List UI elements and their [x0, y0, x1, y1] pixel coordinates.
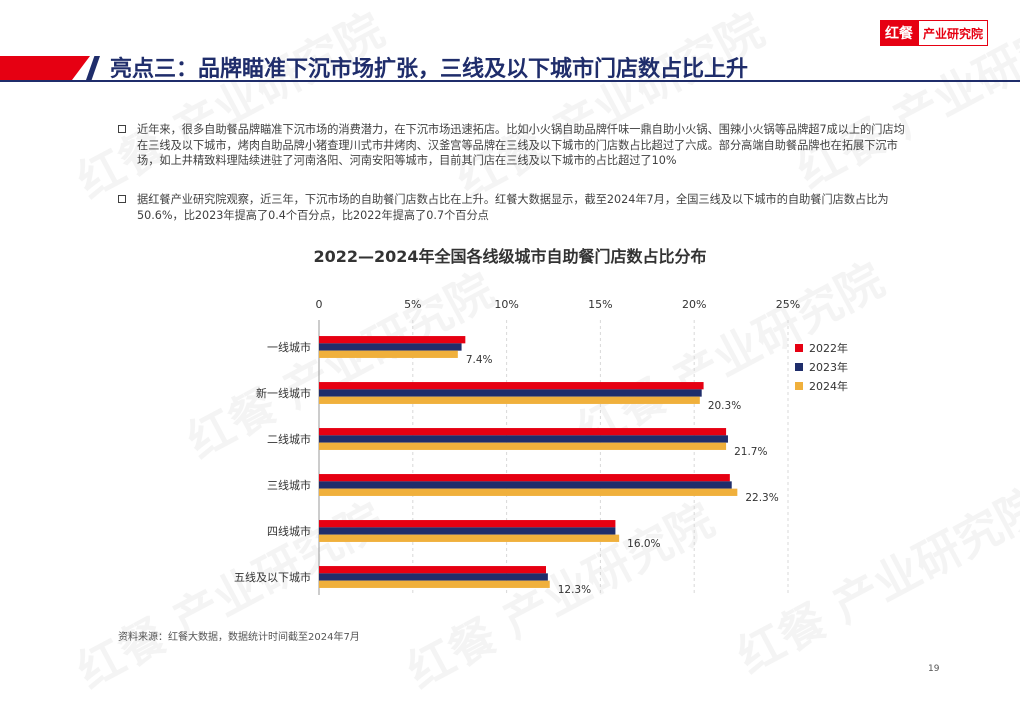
bar-2022年 — [319, 382, 704, 390]
data-label: 21.7% — [734, 446, 767, 458]
legend-item: 2023年 — [795, 357, 848, 376]
brand-logo: 红餐 产业研究院 — [880, 20, 989, 46]
logo-mark: 红餐 — [880, 20, 918, 46]
bar-2022年 — [319, 566, 546, 574]
title-accent-red — [0, 56, 90, 80]
legend-label: 2023年 — [809, 360, 848, 374]
x-tick-label: 10% — [494, 298, 518, 311]
bar-2022年 — [319, 428, 727, 436]
data-label: 20.3% — [708, 400, 741, 412]
watermark: 红餐 产业研究院 — [64, 0, 393, 211]
bar-2022年 — [319, 336, 466, 344]
category-label: 三线城市 — [267, 478, 311, 492]
bullet-text: 近年来，很多自助餐品牌瞄准下沉市场的消费潜力，在下沉市场迅速拓店。比如小火锅自助… — [137, 123, 905, 167]
legend-label: 2022年 — [809, 341, 848, 355]
legend-item: 2024年 — [795, 376, 848, 395]
data-label: 7.4% — [466, 354, 493, 366]
bar-2024年 — [319, 350, 458, 358]
bullet-square-icon — [118, 195, 126, 203]
x-tick-label: 25% — [776, 298, 800, 311]
bullet-paragraph: 近年来，很多自助餐品牌瞄准下沉市场的消费潜力，在下沉市场迅速拓店。比如小火锅自助… — [118, 122, 908, 169]
data-label: 16.0% — [627, 538, 660, 550]
legend-swatch — [795, 343, 803, 352]
legend-item: 2022年 — [795, 338, 848, 357]
source-note: 资料来源：红餐大数据，数据统计时间截至2024年7月 — [118, 632, 360, 643]
bar-2023年 — [319, 481, 732, 489]
legend-swatch — [795, 362, 803, 371]
bar-2022年 — [319, 474, 730, 482]
bullet-square-icon — [118, 125, 126, 133]
watermark: 红餐 产业研究院 — [444, 0, 773, 211]
bar-2023年 — [319, 527, 616, 535]
title-accent-navy — [86, 56, 100, 80]
title-underline — [0, 80, 1020, 82]
bar-2023年 — [319, 573, 548, 581]
data-label: 12.3% — [558, 584, 591, 596]
x-tick-label: 5% — [404, 298, 421, 311]
bar-2024年 — [319, 442, 727, 450]
bar-chart: 0 5% 10% 15% 20% 25% 一线城市 7.4% 新一线城市 20.3% 二线城市 21.… — [234, 298, 800, 596]
bar-2024年 — [319, 534, 620, 542]
legend-swatch — [795, 381, 803, 390]
logo-text: 产业研究院 — [918, 20, 989, 46]
chart-title: 2022—2024年全国各线级城市自助餐门店数占比分布 — [313, 247, 707, 266]
bar-2024年 — [319, 580, 550, 588]
bar-2023年 — [319, 389, 702, 397]
bar-2022年 — [319, 520, 616, 528]
category-label: 二线城市 — [267, 432, 311, 446]
bar-2024年 — [319, 488, 738, 496]
page-title: 亮点三：品牌瞄准下沉市场扩张，三线及以下城市门店数占比上升 — [110, 57, 749, 82]
bullet-paragraph: 据红餐产业研究院观察，近三年，下沉市场的自助餐门店数占比在上升。红餐大数据显示，… — [118, 192, 908, 223]
chart-legend: 2022年 2023年 2024年 — [795, 338, 848, 395]
category-label: 一线城市 — [267, 340, 311, 354]
x-tick-label: 20% — [682, 298, 706, 311]
bar-2023年 — [319, 435, 728, 443]
data-label: 22.3% — [745, 492, 778, 504]
bar-2024年 — [319, 396, 700, 404]
category-label: 五线及以下城市 — [234, 570, 311, 584]
legend-label: 2024年 — [809, 379, 848, 393]
page-number: 19 — [928, 664, 940, 674]
category-label: 四线城市 — [267, 524, 311, 538]
category-label: 新一线城市 — [256, 386, 311, 400]
bullet-text: 据红餐产业研究院观察，近三年，下沉市场的自助餐门店数占比在上升。红餐大数据显示，… — [137, 193, 889, 222]
x-tick-label: 0 — [316, 298, 323, 311]
x-tick-label: 15% — [588, 298, 612, 311]
bar-2023年 — [319, 343, 462, 351]
